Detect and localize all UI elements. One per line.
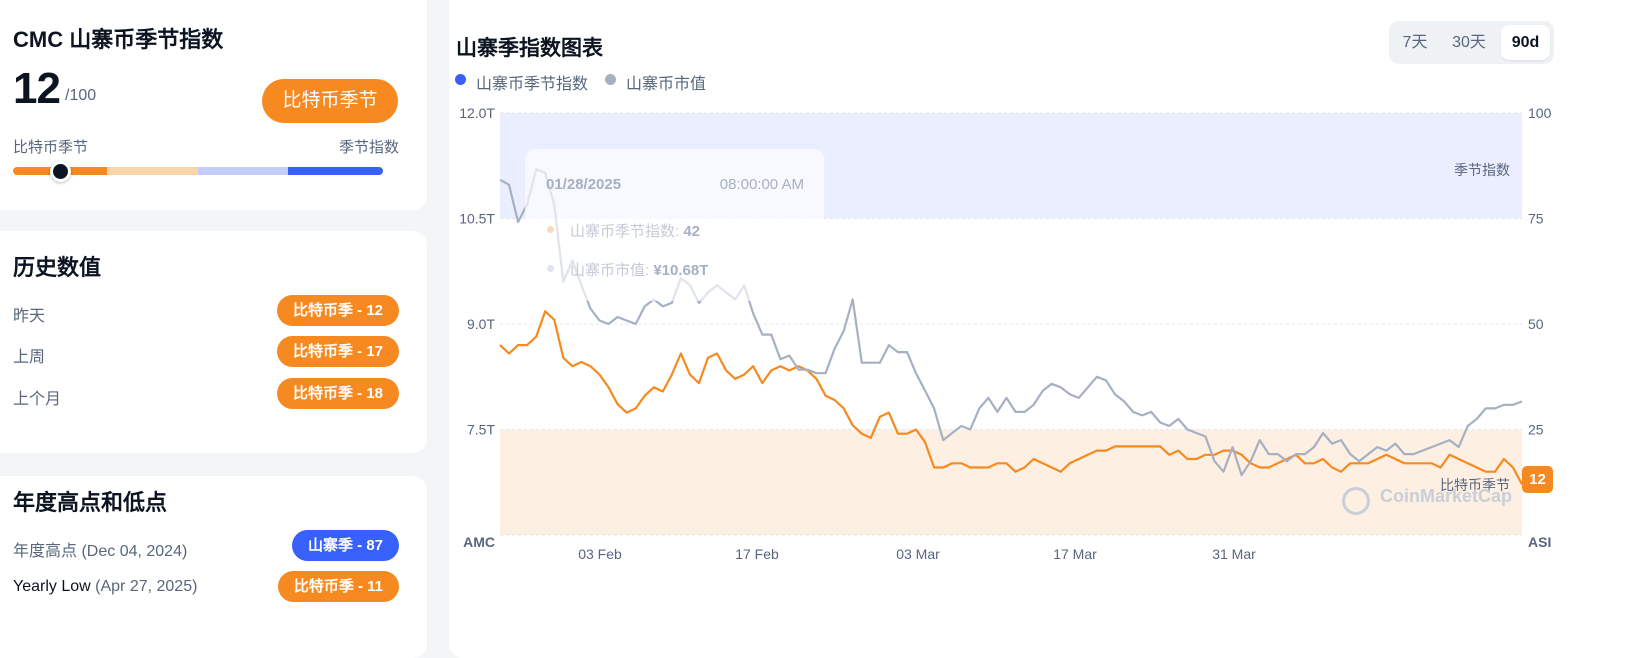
y-right-tick-label: 50: [1528, 316, 1544, 332]
x-tick-label: 03 Mar: [896, 546, 940, 562]
scale-segment-alt-light: [198, 167, 288, 175]
yearly-high-badge: 山寨季 - 87: [291, 530, 399, 561]
yearly-low-row: Yearly Low (Apr 27, 2025): [13, 578, 197, 596]
tooltip-index-dot: [547, 226, 554, 233]
range-7d-button[interactable]: 7天: [1402, 34, 1428, 51]
index-score: 12: [13, 64, 61, 113]
scale-segment-alt: [288, 167, 383, 175]
coinmarketcap-logo-icon: [1342, 487, 1370, 515]
zone-band: [500, 429, 1522, 535]
end-value-badge: 12: [1522, 466, 1553, 493]
range-30d-button[interactable]: 30天: [1452, 34, 1486, 51]
history-row-badge: 比特币季 - 17: [276, 336, 399, 367]
yearly-high-row: 年度高点 (Dec 04, 2024): [13, 537, 187, 561]
history-row-label: 昨天: [13, 308, 46, 325]
yearly-low-date: (Apr 27, 2025): [95, 578, 198, 595]
y-left-tick-label: 7.5T: [467, 422, 495, 438]
series-marketcap-line: [499, 168, 1523, 477]
index-total: /100: [65, 87, 97, 104]
index-card-title: CMC 山寨币季节指数: [13, 27, 224, 52]
legend-index[interactable]: 山寨币季节指数: [476, 76, 589, 93]
tooltip-index-row: 山寨币季节指数: 42: [570, 220, 700, 241]
series-index-line: [499, 310, 1523, 485]
yearly-low-label: Yearly Low: [13, 578, 91, 595]
tooltip-time: 08:00:00 AM: [719, 176, 804, 193]
scale-knob: [50, 161, 71, 182]
yearly-high-date: (Dec 04, 2024): [81, 543, 188, 560]
history-row-label: 上周: [13, 349, 46, 366]
chart-title: 山寨季指数图表: [456, 37, 603, 60]
yearly-low-badge: 比特币季 - 11: [277, 571, 399, 602]
y-right-tick-label: 100: [1528, 105, 1552, 121]
history-row-label: 上个月: [13, 391, 62, 408]
legend-dot-cap: [605, 74, 616, 85]
yearly-high-label: 年度高点: [13, 543, 78, 560]
y-left-axis-title: AMC: [463, 534, 495, 550]
history-card: 历史数值 昨天 比特币季 - 12 上周 比特币季 - 17 上个月 比特币季 …: [0, 231, 427, 453]
scale-segment-btc-light: [107, 167, 198, 175]
legend-dot-index: [455, 74, 466, 85]
season-button[interactable]: 比特币季节: [262, 79, 398, 123]
scale-right-label: 季节指数: [338, 139, 399, 156]
y-right-tick-label: 25: [1528, 422, 1544, 438]
x-tick-label: 03 Feb: [578, 546, 622, 562]
chart-card: [449, 0, 1638, 658]
history-title: 历史数值: [13, 255, 102, 280]
zone-bottom-label: 比特币季节: [1440, 477, 1510, 493]
y-left-tick-label: 10.5T: [459, 211, 495, 227]
tooltip-date: 01/28/2025: [546, 176, 622, 193]
watermark: CoinMarketCap: [1380, 486, 1513, 506]
legend-cap[interactable]: 山寨币市值: [626, 76, 707, 93]
history-row-badge: 比特币季 - 12: [276, 295, 399, 326]
altcoin-index-card: CMC 山寨币季节指数 12 /100 比特币季节 比特币季节 季节指数: [0, 0, 427, 210]
y-left-tick-label: 9.0T: [467, 316, 495, 332]
tooltip-cap-row: 山寨币市值: ¥10.68T: [570, 259, 708, 280]
yearly-card: 年度高点和低点 年度高点 (Dec 04, 2024) 山寨季 - 87 Yea…: [0, 476, 427, 658]
history-row-badge: 比特币季 - 18: [276, 378, 399, 409]
y-left-tick-label: 12.0T: [459, 105, 495, 121]
tooltip-index-value: 42: [683, 223, 701, 240]
tooltip-cap-value: ¥10.68T: [653, 262, 709, 279]
tooltip-index-label: 山寨币季节指数:: [570, 223, 680, 240]
x-tick-label: 17 Feb: [735, 546, 779, 562]
y-right-tick-label: 75: [1528, 211, 1544, 227]
y-right-axis-title: ASI: [1528, 534, 1551, 550]
scale-left-label: 比特币季节: [13, 139, 89, 156]
x-tick-label: 31 Mar: [1212, 546, 1256, 562]
zone-top-label: 季节指数: [1454, 162, 1510, 178]
tooltip-cap-label: 山寨币市值:: [570, 262, 650, 279]
range-90d-button[interactable]: 90d: [1501, 25, 1550, 60]
chart-tooltip: 01/28/2025 08:00:00 AM 山寨币季节指数: 42 山寨币市值…: [525, 149, 824, 301]
yearly-title: 年度高点和低点: [13, 490, 168, 515]
x-tick-label: 17 Mar: [1053, 546, 1097, 562]
range-selector: 7天 30天 90d: [1389, 21, 1554, 64]
tooltip-cap-dot: [547, 265, 554, 272]
